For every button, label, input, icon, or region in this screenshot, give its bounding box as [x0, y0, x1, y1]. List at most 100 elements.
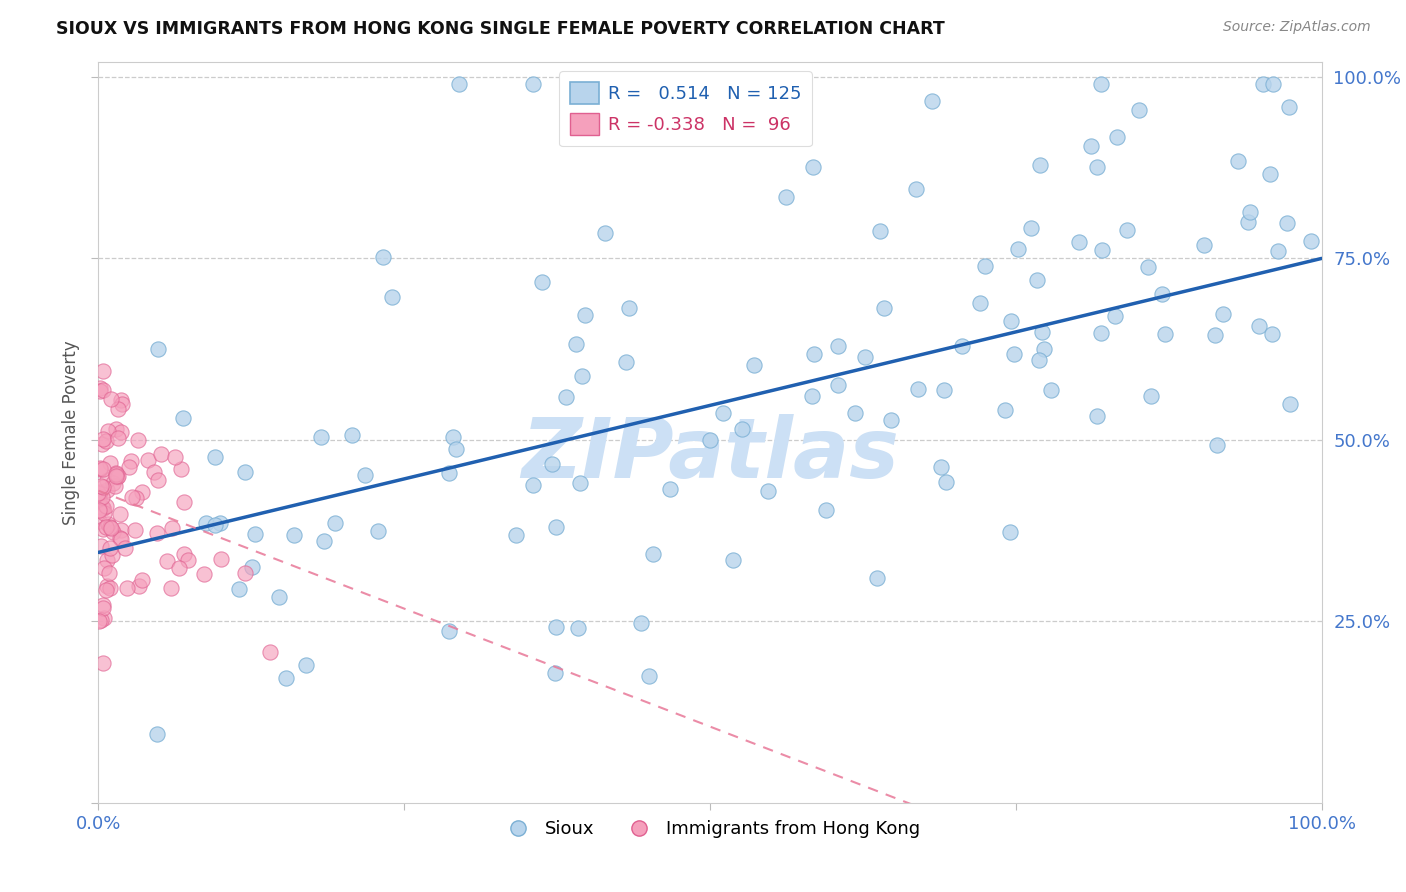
Point — [165, 450, 187, 464]
Point — [853, 350, 876, 364]
Point — [721, 553, 744, 567]
Point — [114, 541, 136, 555]
Point — [1028, 158, 1050, 172]
Point — [167, 560, 190, 574]
Point — [131, 484, 153, 499]
Point — [107, 431, 129, 445]
Point — [89, 381, 111, 395]
Point — [1032, 342, 1054, 356]
Point — [866, 571, 889, 585]
Point — [121, 490, 143, 504]
Point — [637, 77, 661, 91]
Point — [571, 369, 593, 384]
Point — [437, 624, 460, 638]
Point — [233, 566, 256, 580]
Point — [142, 465, 165, 479]
Point — [94, 520, 117, 534]
Point — [1205, 438, 1227, 452]
Point — [1090, 77, 1112, 91]
Point — [96, 483, 118, 497]
Point — [93, 522, 115, 536]
Point — [172, 411, 194, 425]
Point — [323, 516, 346, 530]
Point — [381, 290, 404, 304]
Point — [89, 491, 111, 506]
Point — [969, 296, 991, 310]
Point — [91, 500, 114, 514]
Point — [101, 549, 124, 563]
Point — [1251, 77, 1274, 91]
Point — [91, 462, 114, 476]
Point — [170, 462, 193, 476]
Point — [1237, 215, 1260, 229]
Point — [1267, 244, 1289, 259]
Point — [146, 526, 169, 541]
Point — [98, 541, 121, 555]
Point — [907, 382, 929, 396]
Point — [921, 94, 943, 108]
Point — [90, 540, 112, 554]
Point — [827, 378, 849, 392]
Point — [91, 500, 114, 515]
Point — [101, 476, 124, 491]
Point — [91, 500, 114, 515]
Point — [1104, 310, 1126, 324]
Point — [98, 581, 121, 595]
Point — [869, 224, 891, 238]
Point — [87, 486, 110, 500]
Point — [156, 554, 179, 568]
Point — [505, 528, 527, 542]
Point — [555, 390, 578, 404]
Point — [1299, 234, 1322, 248]
Point — [110, 523, 132, 537]
Point — [173, 495, 195, 509]
Point — [128, 579, 150, 593]
Point — [105, 421, 128, 435]
Point — [617, 301, 640, 315]
Point — [110, 507, 132, 521]
Point — [91, 657, 114, 671]
Point — [89, 460, 111, 475]
Point — [91, 480, 114, 494]
Point — [1007, 242, 1029, 256]
Point — [1204, 328, 1226, 343]
Point — [89, 503, 111, 517]
Point — [872, 301, 894, 315]
Point — [117, 459, 139, 474]
Point — [742, 358, 765, 372]
Point — [89, 485, 111, 500]
Point — [1277, 216, 1299, 230]
Point — [1087, 161, 1109, 175]
Point — [607, 77, 630, 91]
Point — [89, 384, 111, 398]
Point — [131, 573, 153, 587]
Point — [89, 614, 111, 628]
Point — [659, 482, 682, 496]
Point — [115, 582, 138, 596]
Point — [844, 406, 866, 420]
Point — [1128, 103, 1150, 118]
Point — [974, 259, 997, 273]
Point — [208, 516, 231, 530]
Point — [146, 727, 169, 741]
Point — [711, 406, 734, 420]
Point — [91, 364, 114, 378]
Point — [160, 581, 183, 595]
Point — [775, 190, 797, 204]
Point — [1278, 100, 1301, 114]
Point — [209, 552, 232, 566]
Point — [932, 384, 955, 398]
Point — [1090, 243, 1112, 257]
Point — [814, 502, 837, 516]
Point — [644, 77, 666, 91]
Point — [699, 433, 721, 447]
Point — [110, 397, 132, 411]
Point — [1137, 260, 1160, 274]
Point — [93, 561, 115, 575]
Point — [120, 454, 142, 468]
Point — [800, 389, 823, 403]
Point — [233, 465, 256, 479]
Point — [124, 523, 146, 537]
Point — [93, 384, 115, 398]
Point — [1080, 139, 1102, 153]
